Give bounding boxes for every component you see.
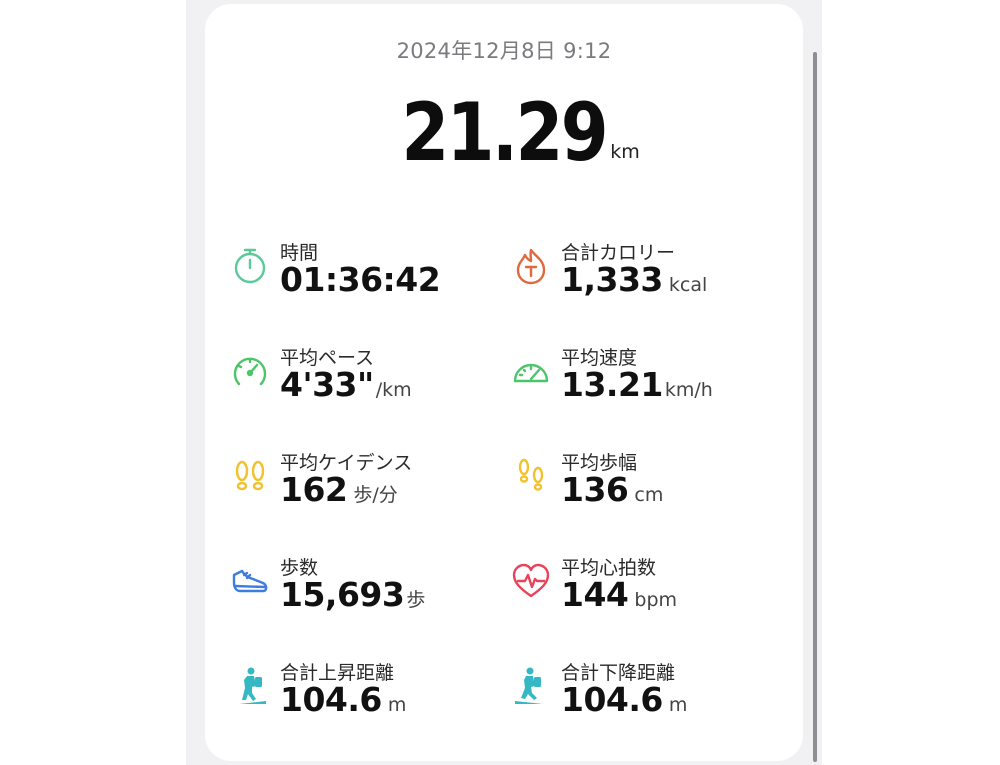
- hiker-downhill-icon: [511, 666, 551, 706]
- metric-unit: m: [668, 694, 688, 716]
- metric-value: 4'33": [280, 365, 374, 404]
- metric-average-stride: 平均歩幅 136 cm: [511, 448, 771, 518]
- pace-gauge-icon: [230, 351, 270, 391]
- metric-value: 136: [561, 470, 629, 509]
- metric-label: 時間: [280, 242, 319, 264]
- metric-label: 合計上昇距離: [280, 662, 395, 684]
- distance-value: 21.29: [401, 86, 609, 179]
- metric-value: 104.6: [280, 680, 382, 719]
- speedometer-icon: [511, 351, 551, 391]
- metric-total-ascent: 合計上昇距離 104.6 m: [230, 658, 490, 728]
- running-shoe-icon: [230, 561, 270, 601]
- metric-label: 合計下降距離: [561, 662, 676, 684]
- metric-unit: /km: [375, 379, 412, 401]
- footsteps-icon: [511, 456, 551, 496]
- metric-total-calories: 合計カロリー 1,333 kcal: [511, 238, 771, 308]
- metric-average-heart-rate: 平均心拍数 144 bpm: [511, 553, 771, 623]
- metric-value: 1,333: [561, 260, 663, 299]
- workout-summary-card: 2024年12月8日 9:12 21.29 km 時間 01:36:42 合計カロ…: [205, 4, 803, 761]
- distance-unit: km: [610, 141, 640, 163]
- metric-label: 合計カロリー: [561, 242, 676, 264]
- metric-average-speed: 平均速度 13.21 km/h: [511, 343, 771, 413]
- stopwatch-icon: [230, 246, 270, 286]
- scrollbar[interactable]: [813, 52, 817, 762]
- metric-label: 平均速度: [561, 347, 638, 369]
- metric-time: 時間 01:36:42: [230, 238, 490, 308]
- calorie-flame-icon: [511, 246, 551, 286]
- metric-unit: cm: [634, 484, 664, 506]
- metric-unit: m: [387, 694, 407, 716]
- metric-label: 歩数: [280, 557, 319, 579]
- metric-value: 162: [280, 470, 348, 509]
- metric-label: 平均歩幅: [561, 452, 638, 474]
- metric-value: 104.6: [561, 680, 663, 719]
- total-distance: 21.29 km: [205, 86, 803, 179]
- metric-average-cadence: 平均ケイデンス 162 歩/分: [230, 448, 490, 518]
- metric-value: 01:36:42: [280, 260, 441, 299]
- metric-average-pace: 平均ペース 4'33"/km: [230, 343, 490, 413]
- metric-label: 平均ケイデンス: [280, 452, 413, 474]
- footprints-icon: [230, 456, 270, 496]
- metric-value: 144: [561, 575, 629, 614]
- metric-total-descent: 合計下降距離 104.6 m: [511, 658, 771, 728]
- metric-label: 平均ペース: [280, 347, 375, 369]
- metric-label: 平均心拍数: [561, 557, 657, 579]
- metric-unit: bpm: [634, 589, 678, 611]
- metric-steps: 歩数 15,693 歩: [230, 553, 490, 623]
- metric-unit: 歩/分: [353, 484, 398, 506]
- metric-value: 13.21: [561, 365, 663, 404]
- metric-value: 15,693: [280, 575, 405, 614]
- metric-unit: kcal: [668, 274, 708, 296]
- hiker-uphill-icon: [230, 666, 270, 706]
- workout-date: 2024年12月8日 9:12: [396, 39, 612, 63]
- metric-unit: km/h: [664, 379, 713, 401]
- metric-unit: 歩: [406, 589, 426, 611]
- heart-rate-icon: [511, 561, 551, 601]
